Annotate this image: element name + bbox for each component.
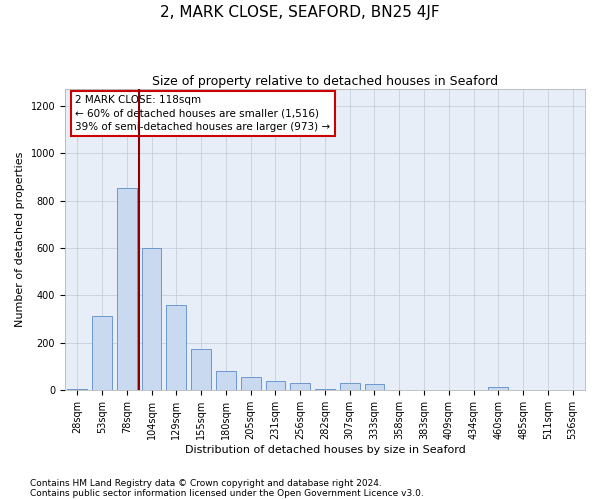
X-axis label: Distribution of detached houses by size in Seaford: Distribution of detached houses by size … <box>185 445 466 455</box>
Bar <box>290 383 310 390</box>
Bar <box>166 305 186 390</box>
Bar <box>216 372 236 390</box>
Text: Contains HM Land Registry data © Crown copyright and database right 2024.: Contains HM Land Registry data © Crown c… <box>30 478 382 488</box>
Bar <box>67 389 87 390</box>
Bar <box>142 248 161 390</box>
Bar <box>117 188 137 390</box>
Text: 2, MARK CLOSE, SEAFORD, BN25 4JF: 2, MARK CLOSE, SEAFORD, BN25 4JF <box>160 5 440 20</box>
Bar <box>488 387 508 390</box>
Bar <box>191 349 211 391</box>
Bar <box>241 378 260 390</box>
Bar <box>365 384 385 390</box>
Text: Contains public sector information licensed under the Open Government Licence v3: Contains public sector information licen… <box>30 488 424 498</box>
Bar <box>92 316 112 390</box>
Y-axis label: Number of detached properties: Number of detached properties <box>15 152 25 328</box>
Bar <box>315 389 335 390</box>
Title: Size of property relative to detached houses in Seaford: Size of property relative to detached ho… <box>152 75 498 88</box>
Text: 2 MARK CLOSE: 118sqm
← 60% of detached houses are smaller (1,516)
39% of semi-de: 2 MARK CLOSE: 118sqm ← 60% of detached h… <box>76 95 331 132</box>
Bar <box>340 383 359 390</box>
Bar <box>266 381 286 390</box>
